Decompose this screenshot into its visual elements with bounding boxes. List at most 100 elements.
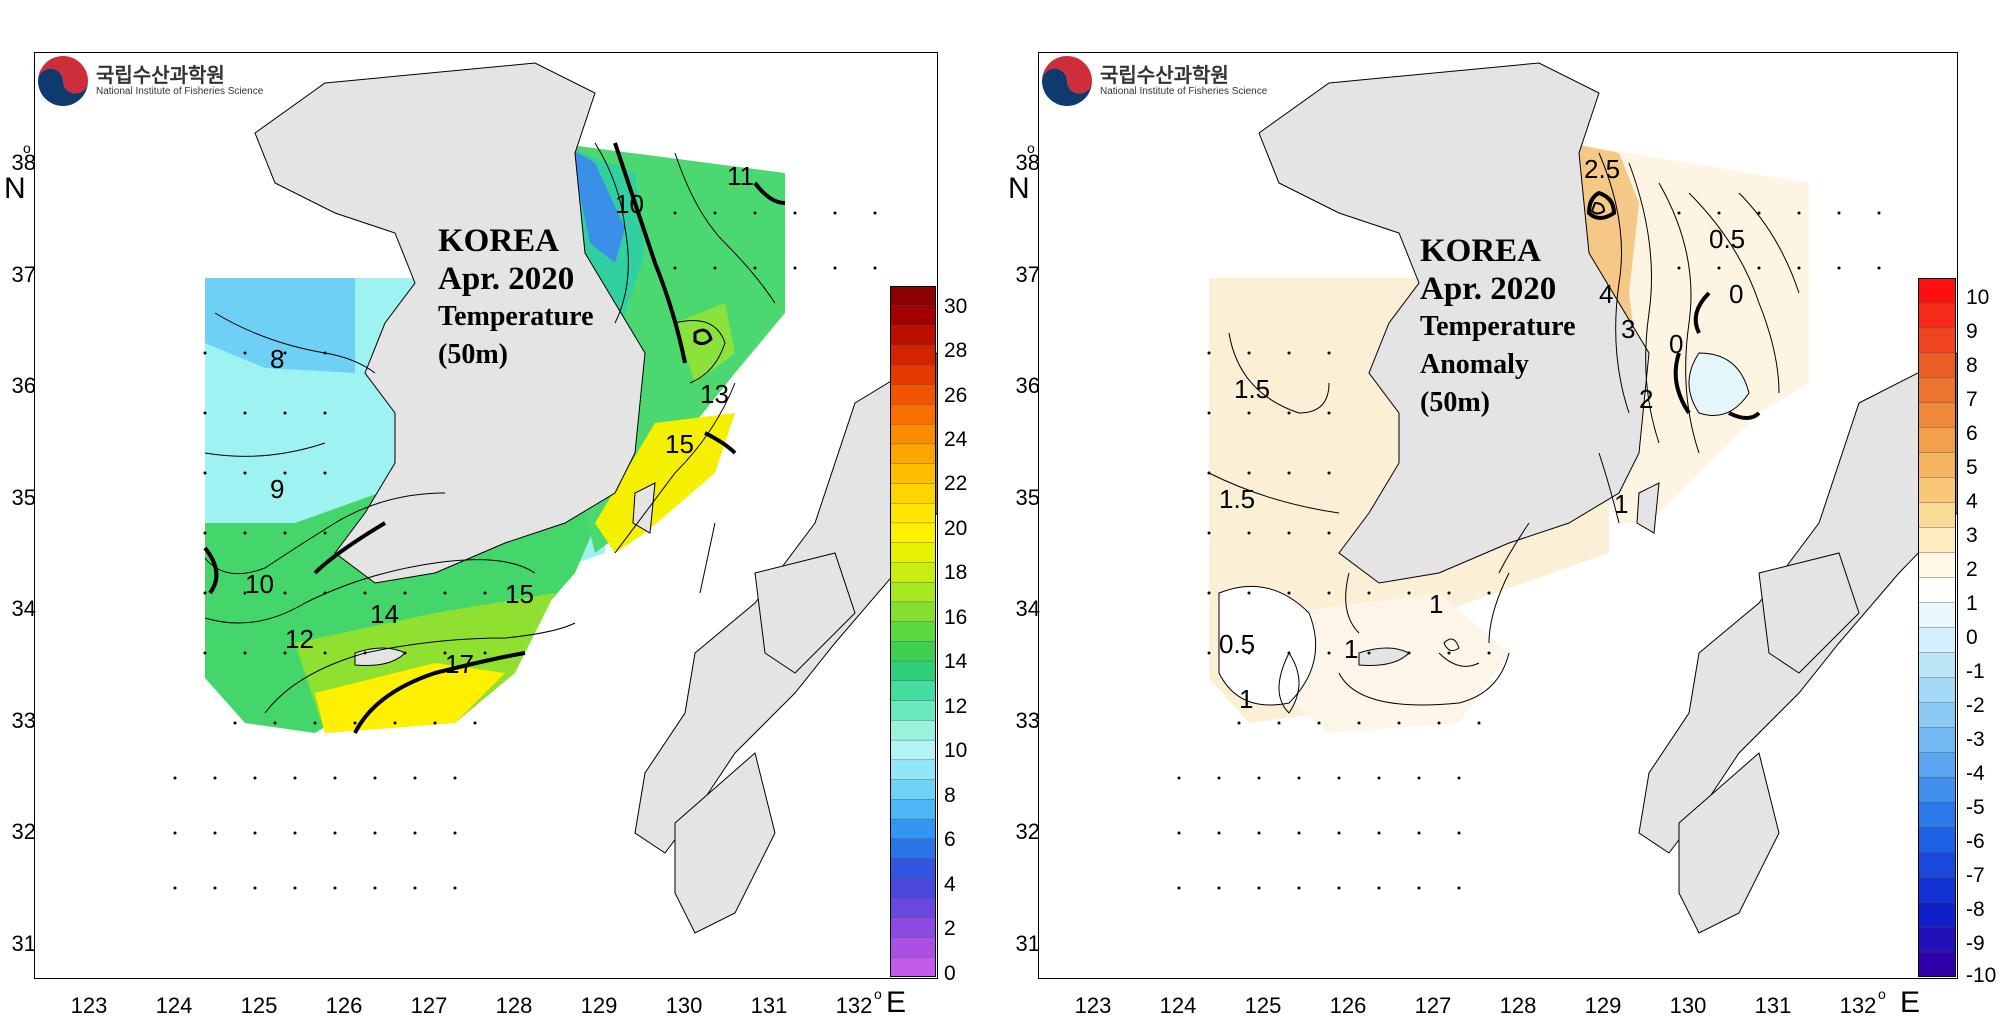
colorbar-label: -7: [1966, 864, 1985, 887]
lon-tick: 125: [240, 993, 278, 1018]
colorbar-swatch: [1918, 752, 1956, 778]
logo-english-text: National Institute of Fisheries Science: [96, 86, 264, 97]
colorbar-swatch: [890, 345, 936, 366]
colorbar-label: 5: [1966, 456, 1978, 479]
lat-tick: 32: [1015, 819, 1040, 844]
contour-label: 15: [505, 579, 534, 609]
contour-label: 10: [615, 189, 644, 219]
lat-tick: 38: [1015, 150, 1040, 175]
colorbar-swatch: [1918, 302, 1956, 329]
colorbar-label: -9: [1966, 932, 1985, 955]
lon-tick: 131: [750, 993, 788, 1018]
temperature-map: 8 9 10 10 11 12 13 14 15 15 17: [173, 62, 937, 934]
colorbar-swatch: [1918, 502, 1956, 529]
colorbar-label: 0: [944, 962, 956, 985]
temperature-map-panel: 8 9 10 10 11 12 13 14 15 15 17 국립수산과학원 N…: [4, 52, 968, 1019]
colorbar-swatch: [890, 325, 936, 346]
colorbar-swatch: [1918, 827, 1956, 853]
colorbar-label: -8: [1966, 898, 1985, 921]
colorbar-swatch: [1918, 602, 1956, 629]
lat-tick: 34: [1015, 596, 1040, 621]
lon-tick: 126: [325, 993, 363, 1018]
colorbar-label: 12: [944, 695, 968, 718]
contour-label: 12: [285, 624, 314, 654]
colorbar-label: 18: [944, 561, 968, 584]
contour-label: 0.5: [1219, 629, 1255, 659]
lon-tick: 125: [1244, 993, 1282, 1018]
colorbar-label: 16: [944, 606, 968, 629]
title-line: KOREA: [438, 223, 560, 259]
colorbar-swatch: [1918, 901, 1956, 928]
colorbar-swatch: [890, 404, 936, 425]
lon-unit-label: E: [886, 986, 907, 1019]
contour-label: 3: [1621, 314, 1635, 344]
colorbar-label: -3: [1966, 728, 1985, 751]
colorbar-swatch: [1918, 577, 1956, 604]
colorbar-swatch: [890, 957, 936, 977]
colorbar-swatch: [890, 286, 936, 307]
colorbar-swatch: [890, 660, 936, 682]
degree-mark: o: [23, 140, 31, 156]
contour-label: 11: [727, 161, 754, 191]
colorbar-label: 1: [1966, 592, 1978, 615]
colorbar-label: 6: [944, 828, 956, 851]
colorbar-swatch: [1918, 702, 1956, 729]
colorbar-swatch: [1918, 527, 1956, 554]
map-title: KOREA Apr. 2020 Temperature Anomaly (50m…: [1420, 232, 1576, 422]
colorbar-swatches: [890, 286, 936, 977]
colorbar-label: 20: [944, 517, 968, 540]
colorbar-label: -6: [1966, 830, 1985, 853]
colorbar-swatch: [890, 384, 936, 406]
lat-unit-label: N: [1008, 172, 1030, 205]
lat-tick: 35: [1015, 485, 1040, 510]
colorbar-label: 26: [944, 384, 968, 407]
station-dots: [173, 211, 877, 890]
colorbar-swatch: [890, 423, 936, 445]
map-title: KOREA Apr. 2020 Temperature (50m): [438, 222, 594, 374]
map-frame: 8 9 10 10 11 12 13 14 15 15 17: [34, 52, 938, 979]
title-line: (50m): [1420, 387, 1490, 418]
lon-tick: 130: [1669, 993, 1707, 1018]
colorbar-label: 7: [1966, 388, 1978, 411]
colorbar: [1918, 278, 1956, 977]
colorbar-label: 2: [1966, 558, 1978, 581]
lon-tick: 127: [410, 993, 448, 1018]
colorbar-swatch: [890, 937, 936, 958]
colorbar-swatch: [890, 858, 936, 879]
colorbar-swatch: [1918, 327, 1956, 354]
land-masses: [1258, 62, 1957, 934]
colorbar-swatch: [1918, 677, 1956, 704]
colorbar-swatch: [890, 799, 936, 820]
temperature-anomaly-map: 2.5 0.5 0 0 4 3 2 1.5 1.5 1 1 1 0.5 1: [1177, 62, 1957, 934]
contour-label: 13: [700, 379, 729, 409]
colorbar-label: 22: [944, 472, 968, 495]
contour-label: 8: [270, 344, 284, 374]
colorbar-swatch: [1918, 652, 1956, 679]
lat-tick: 37: [1015, 262, 1040, 287]
lon-tick: 126: [1329, 993, 1367, 1018]
logo-korean-text: 국립수산과학원: [1100, 63, 1229, 87]
colorbar-swatch: [1918, 926, 1956, 953]
contour-label: 14: [370, 599, 399, 629]
colorbar-swatch: [1918, 278, 1956, 304]
title-line: Apr. 2020: [438, 261, 575, 297]
contour-label: 1: [1344, 634, 1358, 664]
contour-label: 10: [245, 569, 274, 599]
contour-label: 1.5: [1219, 484, 1255, 514]
taegeuk-logo-icon: [38, 56, 88, 106]
station-dots: [1177, 211, 1881, 890]
colorbar-swatch: [1918, 402, 1956, 429]
lat-tick: 37: [11, 262, 36, 287]
lon-tick: 132: [1839, 993, 1877, 1018]
colorbar-swatch: [1918, 427, 1956, 454]
colorbar-label: -4: [1966, 762, 1985, 785]
colorbar-label: -10: [1966, 964, 1997, 987]
colorbar-label: -1: [1966, 660, 1985, 683]
colorbar-label: 8: [1966, 354, 1978, 377]
degree-mark: o: [874, 986, 882, 1002]
contour-label: 0: [1669, 329, 1683, 359]
lat-tick: 38: [11, 150, 36, 175]
lat-tick: 33: [1015, 708, 1040, 733]
lat-tick: 31: [1015, 931, 1040, 956]
colorbar-swatch: [890, 680, 936, 702]
